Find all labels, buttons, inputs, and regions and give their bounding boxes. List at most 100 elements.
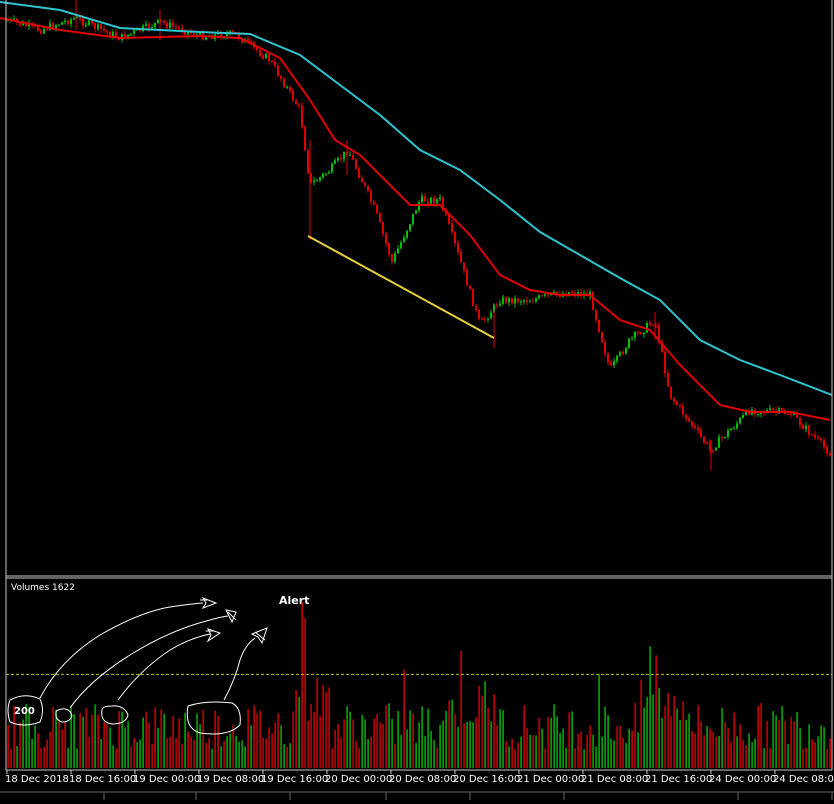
curve-2 [69,615,229,709]
volume-bar [157,727,159,768]
volume-bar [562,728,564,768]
volume-bar [133,737,135,768]
candle [298,102,300,110]
volume-bar [316,677,318,768]
candle [499,300,501,307]
volume-bar [757,706,759,768]
candle [307,149,309,175]
hand-drawn-arrow-icon [225,609,237,624]
volume-bar [373,718,375,768]
candle [577,289,579,298]
x-tick-label: 21 Dec 08:00 [581,774,648,785]
volume-bar [703,735,705,768]
candle [661,339,663,353]
candle [541,294,543,297]
volume-bar [691,730,693,768]
candle [100,23,102,34]
alert-label: Alert [279,594,309,607]
volume-bar [676,708,678,768]
volume-bar [811,739,813,768]
volume-bar [154,707,156,768]
volume-bar [466,721,468,768]
candle [316,178,318,182]
volume-bar [160,709,162,768]
volume-bar [313,712,315,768]
volume-bar [559,732,561,768]
volume-bar [535,735,537,768]
volume-bar [289,743,291,768]
volume-bar [688,713,690,768]
volume-bar [145,711,147,768]
volume-bar [553,704,555,768]
volume-bar [55,709,57,768]
volume-bar [370,736,372,768]
candle [679,403,681,409]
candle [133,29,135,37]
candle [685,414,687,422]
candle [103,25,105,33]
candle [61,21,63,25]
volume-bar [724,721,726,768]
volume-bar [613,740,615,768]
candle [631,336,633,341]
candle [532,297,534,303]
candle [682,402,684,418]
volume-indicator-label: Volumes 1622 [11,583,75,593]
trendline[interactable] [307,235,495,339]
volume-bar [322,684,324,768]
candle [664,349,666,378]
volume-bar [610,738,612,768]
volume-bar [208,738,210,768]
circle-mark-200 [7,695,43,726]
volume-bar [625,743,627,768]
volume-bar [193,740,195,768]
volume-bar [376,714,378,768]
volume-bar [541,728,543,768]
candle [424,193,426,202]
hand-drawn-arrow-icon [200,597,218,609]
volume-bar [43,747,45,768]
hand-drawn-arrow-icon [250,627,268,645]
candle [721,435,723,442]
volume-bar [406,729,408,768]
volume-level-label: 200 [14,706,35,717]
volume-bar [715,736,717,768]
volume-bar [472,722,474,768]
candle [283,76,285,89]
volume-bar [364,719,366,768]
candle [667,369,669,388]
volume-bar [217,716,219,768]
candle [178,25,180,31]
candle [580,288,582,299]
price-panel[interactable] [0,0,833,470]
volume-panel[interactable]: Volumes 1622 Alert 200 [6,583,832,768]
x-tick-label: 21 Dec 16:00 [645,774,712,785]
volume-bar [127,721,129,768]
volume-bar [739,724,741,768]
hand-drawn-annotations [7,597,268,735]
volume-bar [172,715,174,768]
volume-bar [442,720,444,768]
curve-3 [117,633,211,701]
candle [757,413,759,418]
candle [73,16,75,21]
candle [358,166,360,179]
candle [361,175,363,183]
volume-bar [379,722,381,768]
volume-bar [622,737,624,768]
volume-bar [76,748,78,768]
volume-bar [244,746,246,768]
volume-bar [139,739,141,768]
volume-bar [205,742,207,768]
candle [655,323,657,329]
candle [349,151,351,157]
candle [352,152,354,160]
volume-bar [388,703,390,768]
volume-bar [298,697,300,768]
candle [322,172,324,180]
volume-bar [118,711,120,768]
circle-mark-3 [101,705,129,725]
volume-bar [652,694,654,768]
